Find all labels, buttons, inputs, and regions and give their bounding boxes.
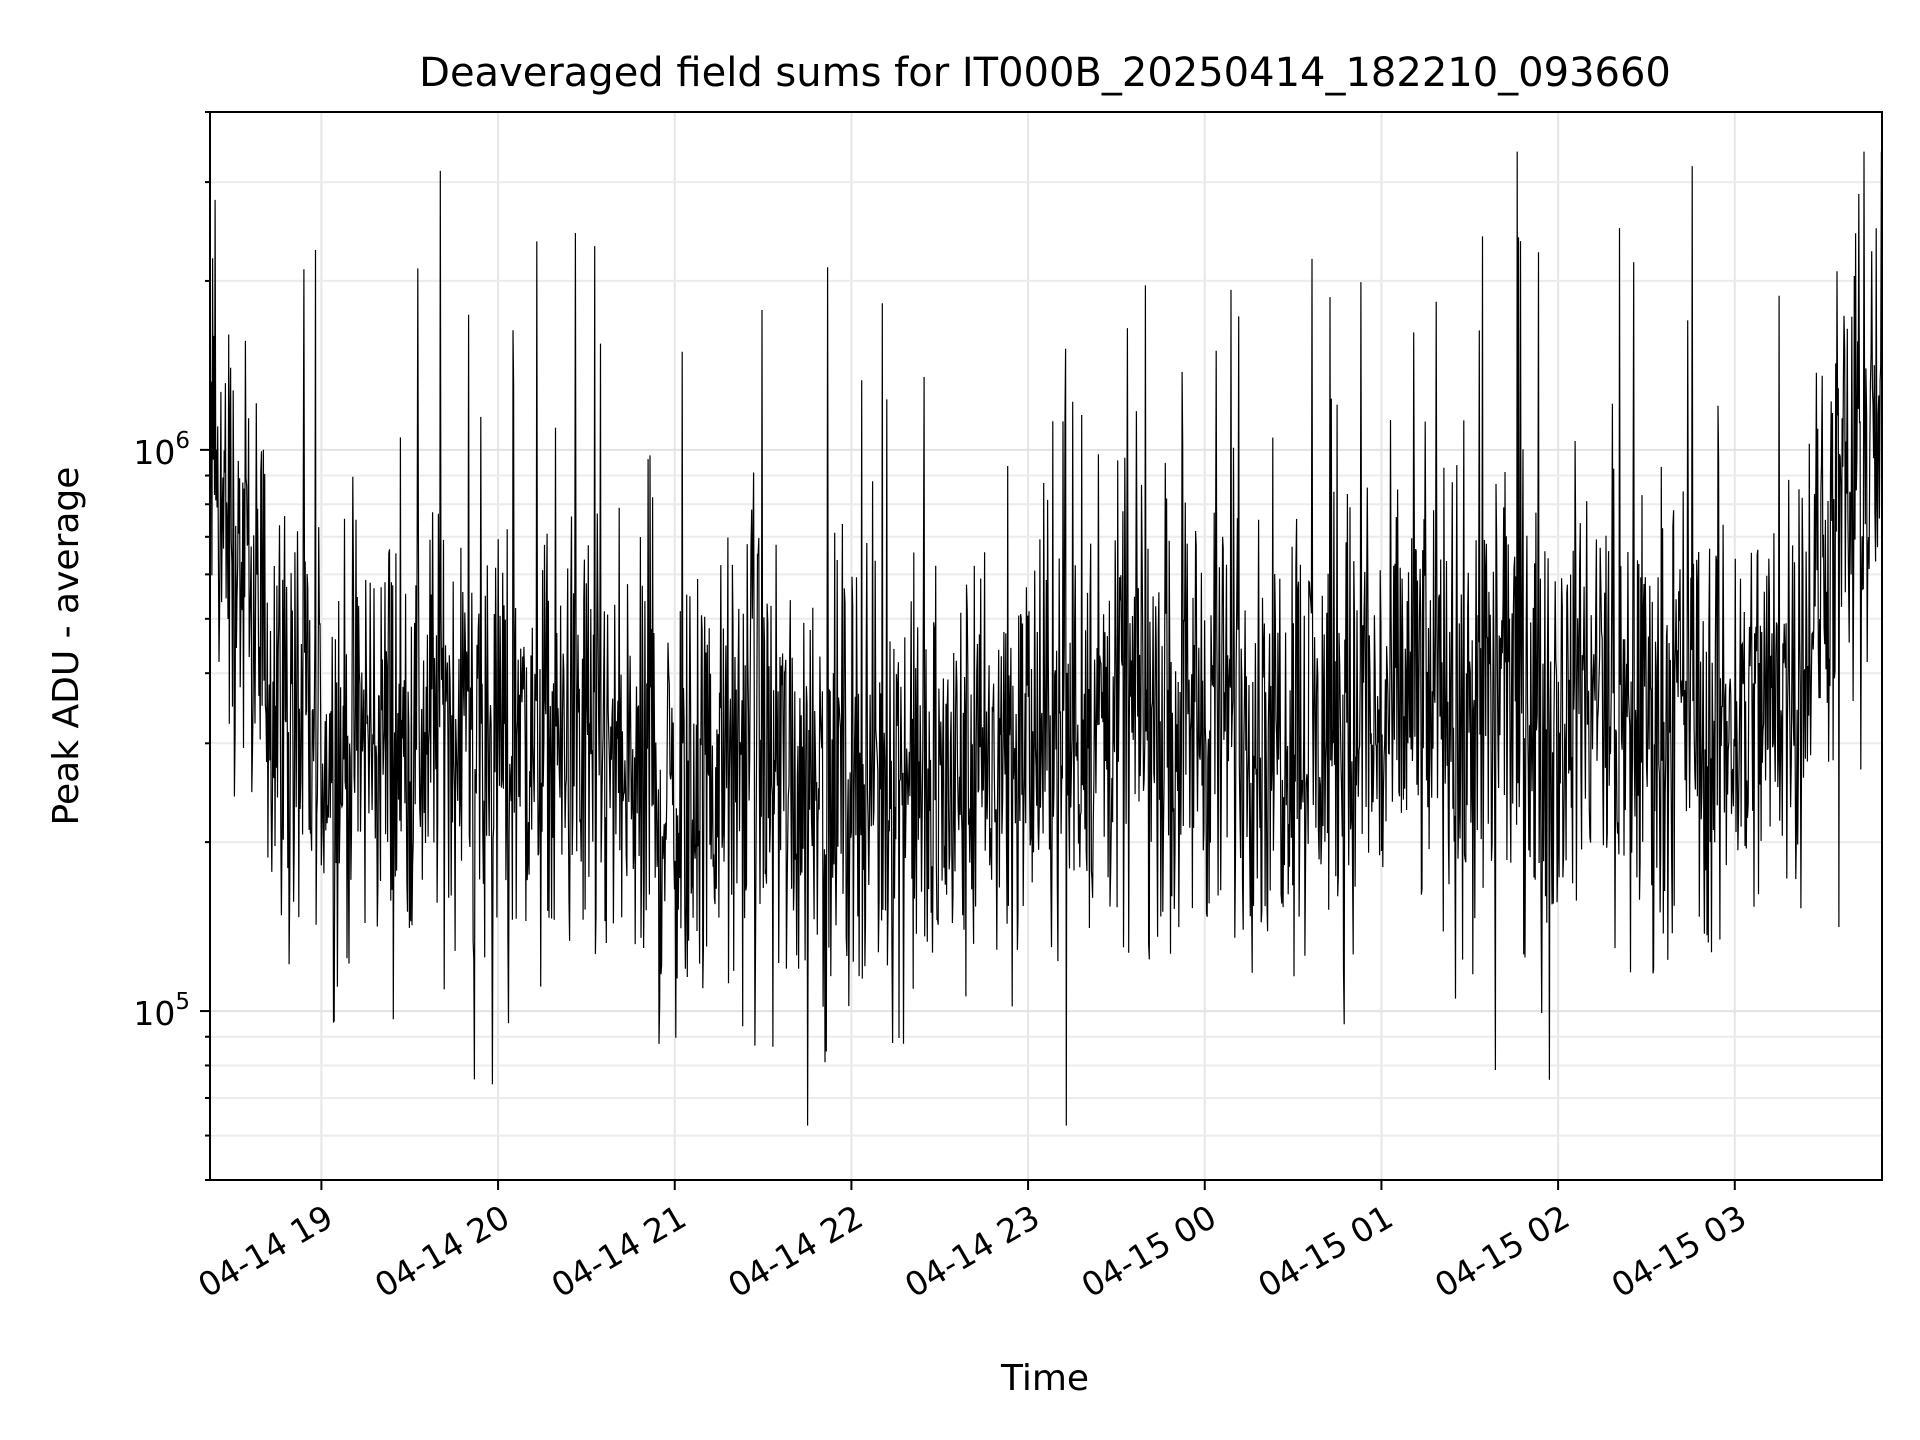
x-tick-label: 04-15 03	[1605, 1197, 1753, 1305]
x-tick-label: 04-15 02	[1428, 1197, 1576, 1305]
x-axis-label: Time	[1000, 1358, 1089, 1399]
x-tick-label: 04-15 01	[1251, 1197, 1399, 1305]
y-tick-label: 105	[133, 989, 190, 1033]
x-tick-label: 04-15 00	[1075, 1197, 1223, 1305]
x-tick-label: 04-14 23	[898, 1197, 1046, 1305]
x-tick-label: 04-14 21	[545, 1197, 693, 1305]
chart-title: Deaveraged field sums for IT000B_2025041…	[419, 50, 1671, 96]
x-tick-label: 04-14 19	[191, 1197, 339, 1305]
data-series-line	[209, 151, 1883, 1126]
y-tick-label: 106	[133, 428, 190, 472]
y-tick-exponent: 5	[175, 989, 190, 1015]
y-axis-label: Peak ADU - average	[46, 467, 87, 826]
data-series-area	[209, 151, 1883, 1126]
y-tick-base: 10	[133, 994, 175, 1033]
x-tick-label: 04-14 20	[368, 1197, 516, 1305]
x-tick-label: 04-14 22	[721, 1197, 869, 1305]
plot-frame	[209, 111, 1883, 1181]
y-tick-exponent: 6	[175, 428, 190, 454]
y-tick-base: 10	[133, 433, 175, 472]
